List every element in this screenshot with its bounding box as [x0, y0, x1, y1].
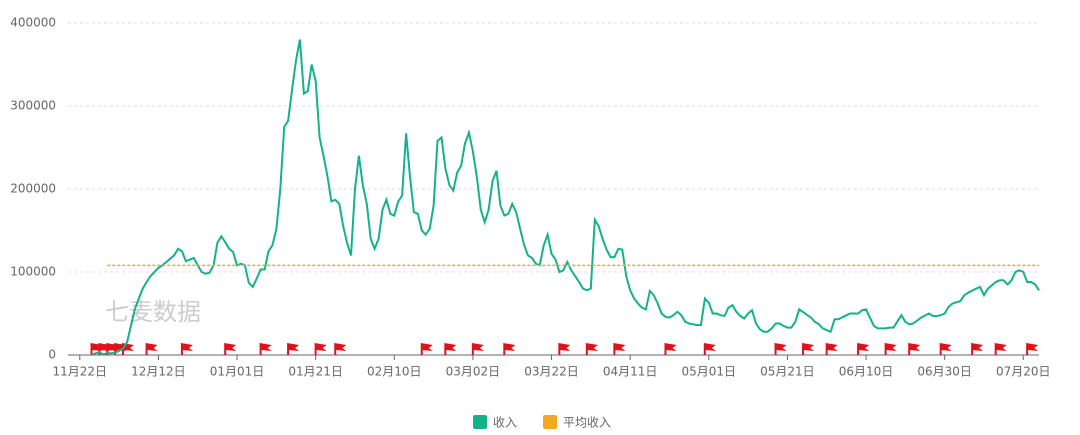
flag	[503, 343, 516, 355]
legend-swatch	[473, 415, 487, 429]
flag	[884, 343, 897, 355]
legend-swatch	[543, 415, 558, 429]
flag	[703, 343, 716, 355]
flag	[971, 343, 984, 355]
line	[91, 39, 1040, 356]
x-tick-label: 06月30日	[917, 365, 972, 379]
x-tick-label: 04月11日	[603, 365, 658, 379]
x-tick-label: 07月20日	[996, 365, 1051, 379]
y-tick-label: 300000	[10, 99, 56, 113]
flag	[420, 343, 433, 355]
x-tick-label: 01月01日	[210, 365, 265, 379]
flag	[558, 343, 571, 355]
flag	[585, 343, 598, 355]
flag	[1026, 343, 1039, 355]
flag	[444, 343, 457, 355]
flag	[664, 343, 677, 355]
flag	[825, 343, 838, 355]
flag	[774, 343, 787, 355]
x-tick-label: 03月22日	[524, 365, 579, 379]
flag	[613, 343, 626, 355]
flag	[314, 343, 327, 355]
y-tick-label: 400000	[10, 16, 56, 30]
flag	[259, 343, 272, 355]
legend-label: 平均收入	[563, 416, 611, 430]
flag	[908, 343, 921, 355]
x-tick-label: 03月02日	[446, 365, 501, 379]
x-tick-label: 05月01日	[682, 365, 737, 379]
flag	[857, 343, 870, 355]
flag	[224, 343, 237, 355]
flag	[994, 343, 1007, 355]
x-tick-label: 01月21日	[288, 365, 343, 379]
flag	[287, 343, 300, 355]
flag	[180, 343, 193, 355]
x-tick-label: 12月12日	[131, 365, 186, 379]
y-tick-label: 100000	[10, 265, 56, 279]
x-tick-label: 06月10日	[839, 365, 894, 379]
y-tick-label: 200000	[10, 182, 56, 196]
flag	[939, 343, 952, 355]
x-tick-label: 05月21日	[760, 365, 815, 379]
flag	[334, 343, 347, 355]
flag	[145, 343, 158, 355]
legend-label: 收入	[493, 416, 517, 430]
y-tick-label: 0	[48, 348, 56, 362]
flag	[802, 343, 815, 355]
watermark: 七麦数据	[105, 298, 201, 326]
flag	[471, 343, 484, 355]
x-tick-label: 02月10日	[367, 365, 422, 379]
x-tick-label: 11月22日	[53, 365, 108, 379]
